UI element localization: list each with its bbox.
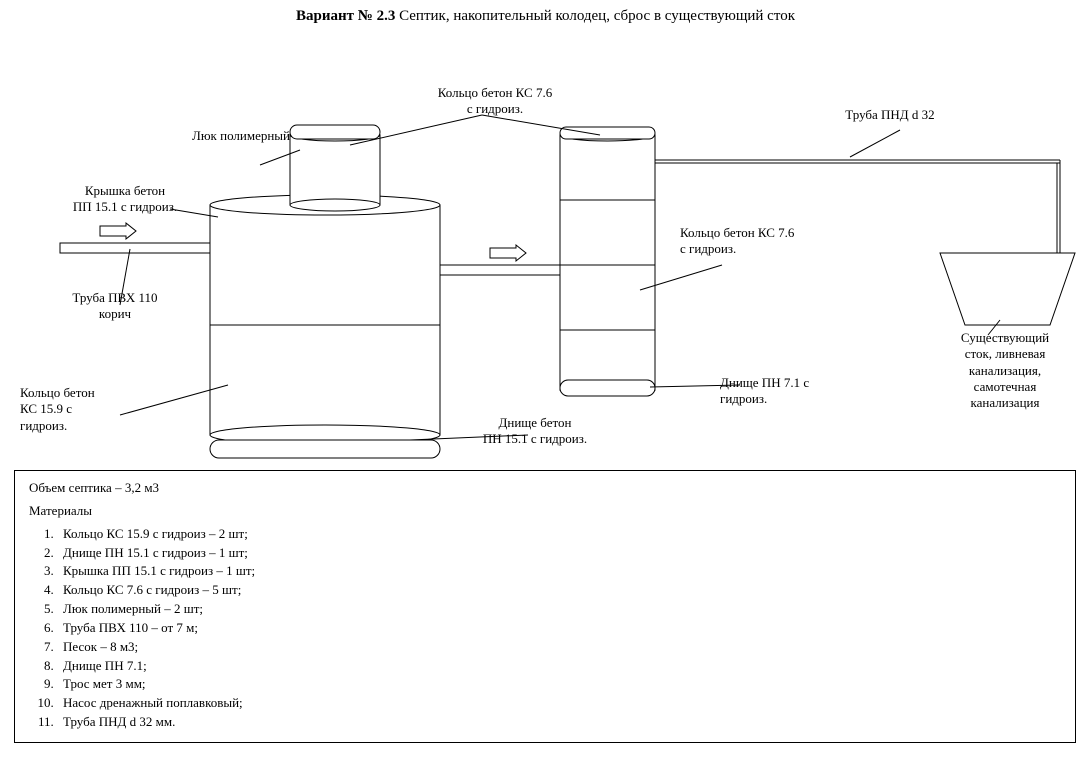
label-drain: Существующийсток, ливневаяканализация,са… [940, 330, 1070, 411]
materials-item: Днище ПН 15.1 с гидроиз – 1 шт; [57, 544, 1061, 563]
title-bold: Вариант № 2.3 [296, 8, 395, 24]
materials-item: Насос дренажный поплавковый; [57, 694, 1061, 713]
label-bottom-pn151: Днище бетонПН 15.1 с гидроиз. [460, 415, 610, 448]
diagram-area: Люк полимерный Кольцо бетон КС 7.6с гидр… [0, 35, 1091, 465]
label-pipe-pvc110: Труба ПВХ 110корич [60, 290, 170, 323]
materials-list: Кольцо КС 15.9 с гидроиз – 2 шт;Днище ПН… [57, 525, 1061, 732]
materials-item: Трос мет 3 мм; [57, 675, 1061, 694]
label-ring-ks76-top: Кольцо бетон КС 7.6с гидроиз. [420, 85, 570, 118]
materials-item: Кольцо КС 15.9 с гидроиз – 2 шт; [57, 525, 1061, 544]
materials-item: Песок – 8 м3; [57, 638, 1061, 657]
materials-item: Труба ПНД d 32 мм. [57, 713, 1061, 732]
materials-item: Люк полимерный – 2 шт; [57, 600, 1061, 619]
label-ring-ks159: Кольцо бетонКС 15.9 сгидроиз. [20, 385, 130, 434]
materials-item: Труба ПВХ 110 – от 7 м; [57, 619, 1061, 638]
label-polymer-hatch: Люк полимерный [180, 128, 290, 144]
materials-item: Днище ПН 7.1; [57, 657, 1061, 676]
materials-header: Материалы [29, 502, 1061, 521]
label-pipe-pnd32: Труба ПНД d 32 [830, 107, 950, 123]
title-rest: Септик, накопительный колодец, сброс в с… [395, 8, 795, 24]
volume-text: Объем септика – 3,2 м3 [29, 479, 1061, 498]
label-ring-ks76-side: Кольцо бетон КС 7.6с гидроиз. [680, 225, 830, 258]
label-bottom-pn71: Днище ПН 7.1 сгидроиз. [720, 375, 840, 408]
label-cover-pp151: Крышка бетонПП 15.1 с гидроиз. [60, 183, 190, 216]
page-title: Вариант № 2.3 Септик, накопительный коло… [0, 0, 1091, 25]
materials-box: Объем септика – 3,2 м3 Материалы Кольцо … [14, 470, 1076, 743]
materials-item: Крышка ПП 15.1 с гидроиз – 1 шт; [57, 562, 1061, 581]
materials-item: Кольцо КС 7.6 с гидроиз – 5 шт; [57, 581, 1061, 600]
